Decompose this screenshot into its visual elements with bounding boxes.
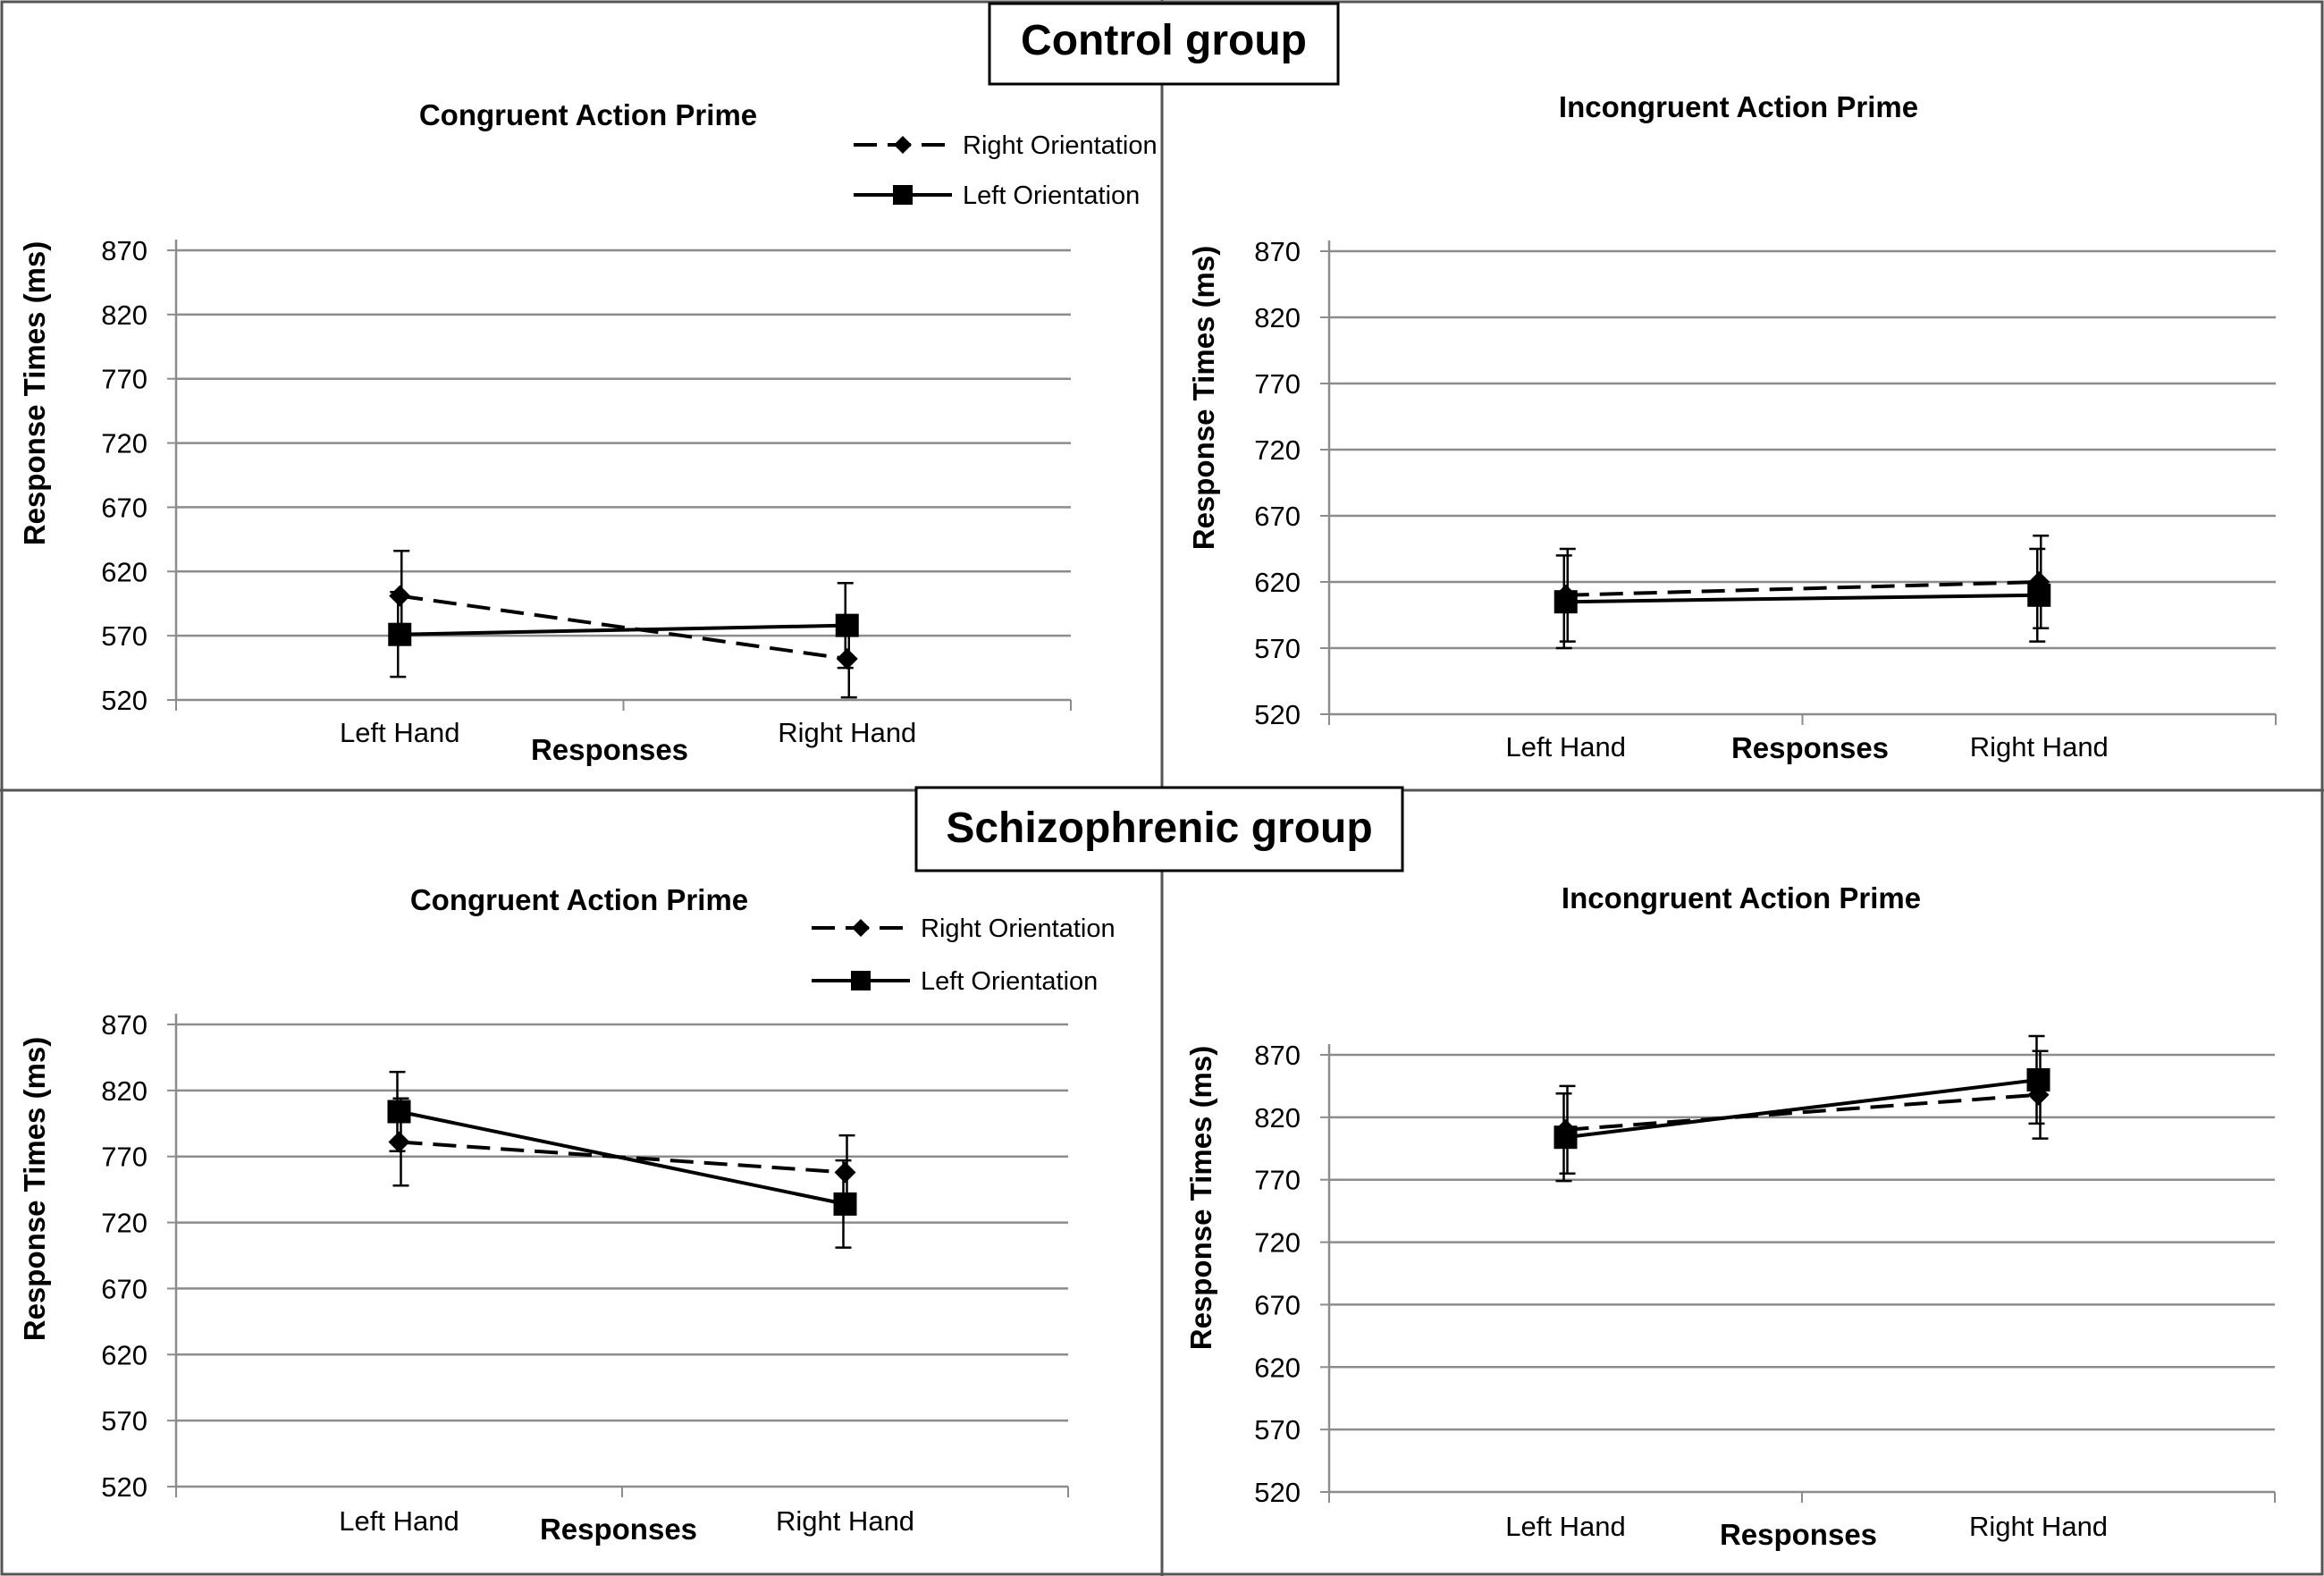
legend-label: Left Orientation bbox=[963, 181, 1140, 210]
y-tick-label: 820 bbox=[101, 299, 147, 331]
chart-control-congruent: 520 570 620 670 720 770 820 870 Left Hand Right H… bbox=[18, 98, 1158, 766]
y-tick-label: 670 bbox=[1254, 1289, 1301, 1320]
group-title-text: Schizophrenic group bbox=[946, 805, 1372, 852]
y-tick-label: 570 bbox=[101, 620, 147, 652]
y-axis-title: Response Times (ms) bbox=[18, 1037, 51, 1342]
data-point-square bbox=[1554, 590, 1578, 614]
series-line-left-orientation bbox=[400, 623, 847, 636]
data-point-diamond bbox=[834, 1161, 856, 1184]
data-point-diamond bbox=[389, 585, 411, 607]
y-tick-label: 770 bbox=[1254, 1165, 1301, 1196]
y-tick-label: 570 bbox=[1254, 633, 1301, 664]
y-tick-label: 520 bbox=[1254, 699, 1301, 730]
x-axis-title: Responses bbox=[1720, 1518, 1877, 1551]
y-tick-label: 520 bbox=[1254, 1477, 1301, 1508]
data-point-square bbox=[387, 1100, 411, 1124]
x-axis-title: Responses bbox=[540, 1513, 697, 1546]
series-line-right-orientation bbox=[1565, 580, 2040, 597]
x-tick-label: Right Hand bbox=[1970, 731, 2109, 763]
group-title-box bbox=[914, 786, 1404, 872]
y-tick-label: 870 bbox=[1254, 1040, 1301, 1071]
legend-marker-square bbox=[851, 971, 871, 990]
x-tick-label: Left Hand bbox=[1506, 731, 1626, 763]
x-tick-label: Left Hand bbox=[340, 717, 459, 748]
y-tick-label: 720 bbox=[1254, 1227, 1301, 1259]
series-line-left-orientation bbox=[399, 1109, 846, 1206]
data-point-square bbox=[2027, 583, 2051, 607]
y-tick-label: 820 bbox=[1254, 1102, 1301, 1134]
chart-title: Incongruent Action Prime bbox=[1562, 881, 1921, 914]
y-tick-label: 720 bbox=[101, 428, 147, 459]
group-title-schizophrenic: Schizophrenic group bbox=[914, 786, 1404, 872]
data-point-square bbox=[833, 1192, 857, 1216]
legend-marker-diamond bbox=[894, 136, 912, 154]
y-tick-label: 670 bbox=[101, 1273, 147, 1304]
group-title-text: Control group bbox=[1021, 17, 1307, 64]
data-point-square bbox=[835, 613, 859, 637]
legend-marker-square bbox=[893, 185, 913, 205]
y-tick-label: 570 bbox=[101, 1405, 147, 1437]
y-tick-label: 870 bbox=[101, 1009, 147, 1041]
chart-schizophrenic-incongruent: 520 570 620 670 720 770 820 870 Left Hand Right H… bbox=[1184, 881, 2276, 1551]
x-axis-title: Responses bbox=[531, 733, 688, 766]
y-tick-label: 570 bbox=[1254, 1414, 1301, 1445]
y-tick-label: 670 bbox=[101, 492, 147, 523]
legend-label: Left Orientation bbox=[921, 967, 1098, 996]
group-title-box bbox=[988, 2, 1340, 86]
y-tick-label: 820 bbox=[101, 1075, 147, 1107]
x-tick-label: Right Hand bbox=[1969, 1511, 2108, 1542]
series-line-left-orientation bbox=[1565, 1077, 2039, 1140]
x-tick-label: Left Hand bbox=[339, 1505, 459, 1537]
data-point-diamond bbox=[388, 1131, 410, 1153]
legend-marker-diamond bbox=[852, 919, 870, 937]
y-tick-label: 720 bbox=[101, 1208, 147, 1239]
y-tick-label: 870 bbox=[1254, 236, 1301, 267]
group-title-control: Control group bbox=[988, 2, 1340, 86]
series-line-right-orientation bbox=[1565, 1092, 2039, 1132]
y-tick-label: 620 bbox=[1254, 567, 1301, 598]
y-tick-label: 670 bbox=[1254, 501, 1301, 532]
y-axis-title: Response Times (ms) bbox=[1187, 246, 1220, 551]
chart-title: Congruent Action Prime bbox=[419, 98, 757, 131]
series-line-left-orientation bbox=[1565, 593, 2040, 604]
y-tick-label: 870 bbox=[101, 235, 147, 266]
series-line-right-orientation bbox=[399, 594, 848, 661]
y-tick-label: 770 bbox=[101, 1142, 147, 1173]
x-tick-label: Right Hand bbox=[778, 717, 916, 748]
y-tick-label: 720 bbox=[1254, 434, 1301, 466]
x-axis-title: Responses bbox=[1731, 731, 1889, 764]
y-tick-label: 520 bbox=[101, 685, 147, 716]
x-tick-label: Left Hand bbox=[1505, 1511, 1625, 1542]
y-tick-label: 620 bbox=[1254, 1352, 1301, 1383]
x-tick-label: Right Hand bbox=[776, 1505, 914, 1537]
y-tick-label: 770 bbox=[101, 364, 147, 395]
y-axis-title: Response Times (ms) bbox=[18, 241, 51, 546]
y-axis-title: Response Times (ms) bbox=[1184, 1046, 1217, 1351]
data-point-square bbox=[388, 622, 412, 646]
y-tick-label: 520 bbox=[101, 1471, 147, 1503]
chart-control-incongruent: 520 570 620 670 720 770 820 870 Left Hand Right H… bbox=[1187, 90, 2277, 764]
data-point-square bbox=[1554, 1125, 1578, 1150]
y-tick-label: 770 bbox=[1254, 368, 1301, 400]
data-point-square bbox=[2026, 1067, 2050, 1091]
chart-schizophrenic-congruent: 520 570 620 670 720 770 820 870 Left Hand Right H… bbox=[18, 883, 1116, 1546]
y-tick-label: 620 bbox=[101, 1339, 147, 1370]
data-point-diamond bbox=[836, 648, 858, 670]
chart-title: Incongruent Action Prime bbox=[1559, 90, 1918, 123]
chart-title: Congruent Action Prime bbox=[410, 883, 748, 916]
y-tick-label: 820 bbox=[1254, 302, 1301, 333]
y-tick-label: 620 bbox=[101, 556, 147, 587]
legend-label: Right Orientation bbox=[921, 914, 1116, 943]
legend-label: Right Orientation bbox=[963, 131, 1158, 160]
